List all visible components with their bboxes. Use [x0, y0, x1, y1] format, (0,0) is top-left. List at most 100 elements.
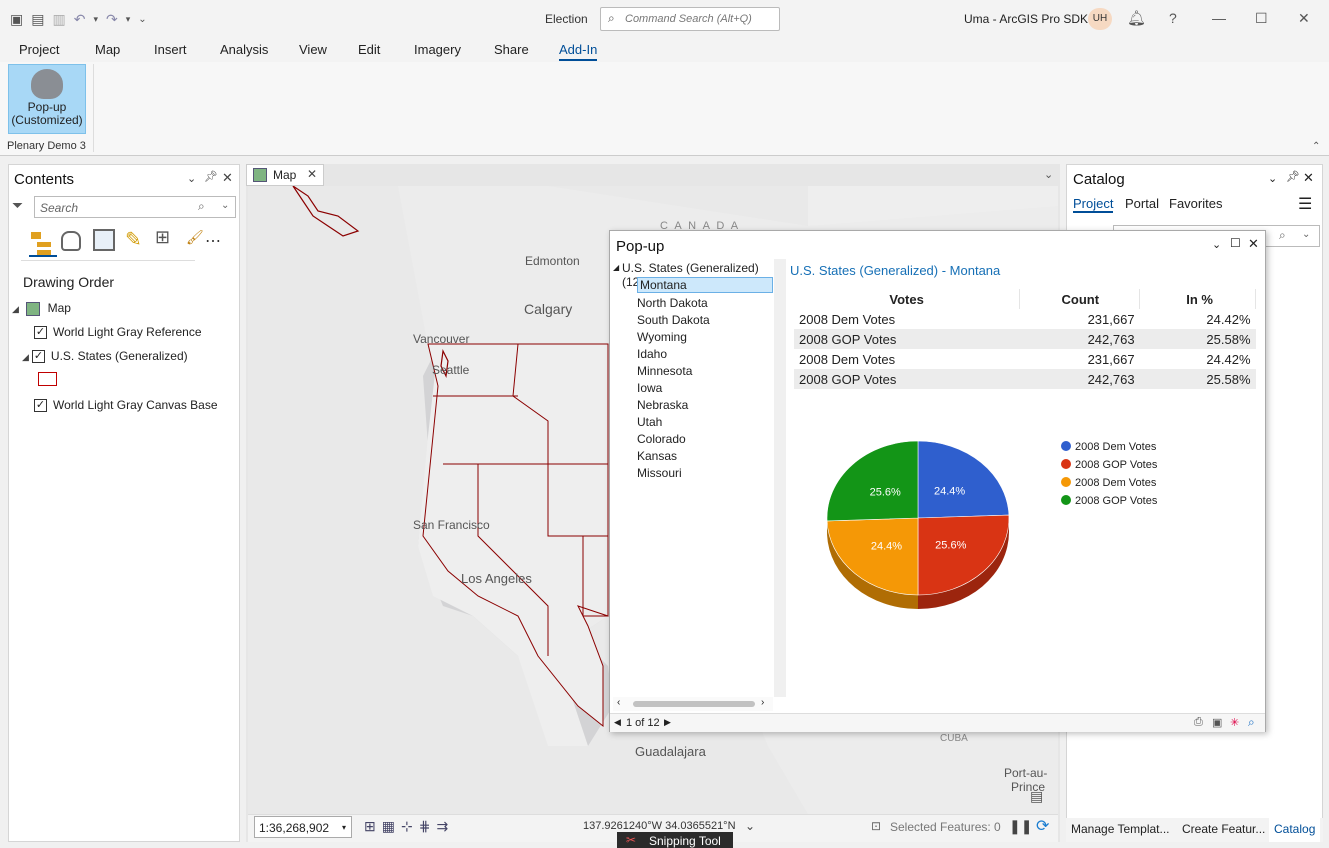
feature-item[interactable]: South Dakota [637, 313, 710, 327]
zoom-to-icon[interactable]: ⌕ [1248, 715, 1255, 729]
tab-view[interactable]: View [299, 42, 327, 57]
pie-slice[interactable] [917, 440, 1010, 519]
tab-create-features[interactable]: Create Featur... [1182, 822, 1266, 836]
contents-search-input[interactable]: Search ⌕ ⌄ [34, 196, 236, 218]
collapse-arrow-icon[interactable]: ◢ [22, 352, 29, 362]
close-pane-icon[interactable]: ✕ [222, 170, 233, 185]
previous-feature-icon[interactable]: ◀ [614, 717, 621, 727]
catalog-tab-project[interactable]: Project [1073, 196, 1114, 213]
tab-manage-templates[interactable]: Manage Templat... [1071, 822, 1170, 836]
customize-toolbar-icon[interactable]: ⌄ [138, 13, 147, 25]
pane-menu-icon[interactable]: ⌄ [187, 173, 197, 185]
filter-icon[interactable]: ⏷ [12, 197, 24, 213]
layer-visibility-checkbox[interactable]: ✓ [31, 350, 45, 364]
layer-reference-row[interactable]: ✓ World Light Gray Reference [34, 323, 202, 341]
print-icon[interactable]: ⎙ [1194, 716, 1203, 728]
export-icon[interactable]: ▣ [1212, 717, 1223, 729]
tab-map[interactable]: Map [95, 42, 121, 57]
popup-customized-button[interactable]: Pop-up (Customized) [8, 64, 86, 134]
layer-states-row[interactable]: ◢ ✓ U.S. States (Generalized) [22, 347, 188, 365]
user-name[interactable]: Uma - ArcGIS Pro SDK [964, 12, 1089, 26]
chevron-down-icon[interactable]: ⌄ [221, 200, 230, 211]
pie-slice[interactable] [826, 517, 919, 596]
layer-visibility-checkbox[interactable]: ✓ [34, 399, 47, 413]
list-by-data-source-icon[interactable] [61, 231, 81, 251]
tab-share[interactable]: Share [494, 42, 529, 57]
undo-dropdown-icon[interactable]: ▾ [93, 13, 98, 24]
feature-item[interactable]: Minnesota [637, 364, 693, 378]
selected-features-count[interactable]: Selected Features: 0 [890, 820, 1001, 834]
redo-icon[interactable]: ↷ [105, 10, 118, 27]
maximize-button[interactable]: ☐ [1255, 10, 1268, 26]
pane-menu-icon[interactable]: ⌄ [1268, 173, 1278, 185]
layer-map-row[interactable]: ◢ Map [12, 299, 71, 317]
scroll-left-icon[interactable]: ‹ [617, 697, 621, 708]
avatar[interactable]: UH [1088, 8, 1112, 30]
close-tab-icon[interactable]: ✕ [307, 167, 318, 181]
flash-icon[interactable]: ✳ [1230, 717, 1240, 729]
more-options-icon[interactable]: ⋯ [205, 233, 221, 250]
pause-drawing-icon[interactable]: ❚❚ [1009, 818, 1033, 834]
catalog-tab-portal[interactable]: Portal [1125, 196, 1159, 211]
layer-visibility-checkbox[interactable]: ✓ [34, 326, 47, 340]
vertical-scrollbar[interactable] [774, 259, 786, 697]
feature-item-montana[interactable]: Montana [637, 277, 773, 293]
save-icon[interactable]: ▥ [52, 10, 66, 27]
feature-item[interactable]: Utah [637, 415, 663, 429]
chevron-down-icon[interactable]: ⌄ [1302, 229, 1311, 240]
popup-menu-icon[interactable]: ⌄ [1212, 239, 1222, 251]
tab-edit[interactable]: Edit [358, 42, 381, 57]
pin-icon[interactable]: 📌︎ [204, 171, 218, 183]
feature-item[interactable]: Kansas [637, 449, 678, 463]
chevron-down-icon[interactable]: ▾ [342, 823, 347, 832]
close-button[interactable]: ✕ [1298, 10, 1310, 26]
help-button[interactable]: ? [1169, 10, 1177, 26]
feature-item[interactable]: Wyoming [637, 330, 687, 344]
catalog-tab-favorites[interactable]: Favorites [1169, 196, 1223, 211]
open-project-icon[interactable]: ▤ [31, 10, 45, 27]
tab-imagery[interactable]: Imagery [414, 42, 461, 57]
snipping-tool-taskbar[interactable]: ✂ Snipping Tool [617, 832, 733, 848]
snapping-icon[interactable]: ⊹ [400, 818, 419, 834]
scroll-right-icon[interactable]: › [761, 697, 765, 708]
scale-input[interactable]: 1:36,268,902 ▾ [254, 816, 352, 838]
scrollbar-thumb[interactable] [633, 701, 755, 707]
feature-item[interactable]: Nebraska [637, 398, 689, 412]
tab-catalog[interactable]: Catalog [1269, 818, 1321, 842]
coordinate-format-icon[interactable]: ⌄ [745, 819, 756, 833]
tab-list-icon[interactable]: ⌄ [1044, 169, 1054, 181]
feature-item[interactable]: Idaho [637, 347, 668, 361]
undo-icon[interactable]: ↶ [73, 10, 86, 27]
feature-item[interactable]: Missouri [637, 466, 682, 480]
horizontal-scrollbar[interactable]: ‹ › [613, 697, 773, 711]
hamburger-menu-icon[interactable]: ☰ [1298, 196, 1313, 213]
collapse-ribbon-icon[interactable]: ⌃ [1312, 141, 1321, 152]
collapse-arrow-icon[interactable]: ◢ [12, 304, 19, 314]
correction-icon[interactable]: ⇉ [436, 818, 455, 834]
feature-item[interactable]: Colorado [637, 432, 686, 446]
close-pane-icon[interactable]: ✕ [1303, 170, 1314, 185]
list-by-selection-icon[interactable] [93, 229, 115, 251]
popup-maximize-icon[interactable]: ☐ [1230, 236, 1241, 250]
pie-slice[interactable] [917, 514, 1010, 596]
grid-icon[interactable]: ⊞ [364, 818, 382, 834]
symbol-swatch[interactable] [38, 372, 57, 386]
tab-add-in[interactable]: Add-In [559, 42, 598, 61]
feature-item[interactable]: North Dakota [637, 296, 708, 310]
redo-dropdown-icon[interactable]: ▾ [125, 13, 131, 24]
notifications-bell-icon[interactable]: 🔔︎ [1127, 10, 1147, 27]
basemap-gallery-icon[interactable]: ▤ [1030, 788, 1044, 804]
new-project-icon[interactable]: ▣ [10, 10, 24, 27]
tab-project[interactable]: Project [19, 42, 60, 57]
pin-icon[interactable]: 📌︎ [1286, 171, 1300, 183]
feature-item[interactable]: Iowa [637, 381, 663, 395]
expand-arrow-icon[interactable]: ◢ [613, 263, 620, 272]
tab-analysis[interactable]: Analysis [220, 42, 269, 57]
list-by-snapping-icon[interactable]: ⊞ [155, 227, 171, 247]
constraint-icon[interactable]: ⋕ [418, 818, 437, 834]
minimize-button[interactable]: — [1212, 10, 1226, 26]
list-by-editing-icon[interactable]: ✎ [125, 229, 142, 251]
next-feature-icon[interactable]: ▶ [664, 717, 671, 727]
list-by-drawing-order-icon[interactable] [29, 229, 57, 257]
map-view-tab[interactable]: Map ✕ [246, 164, 324, 186]
